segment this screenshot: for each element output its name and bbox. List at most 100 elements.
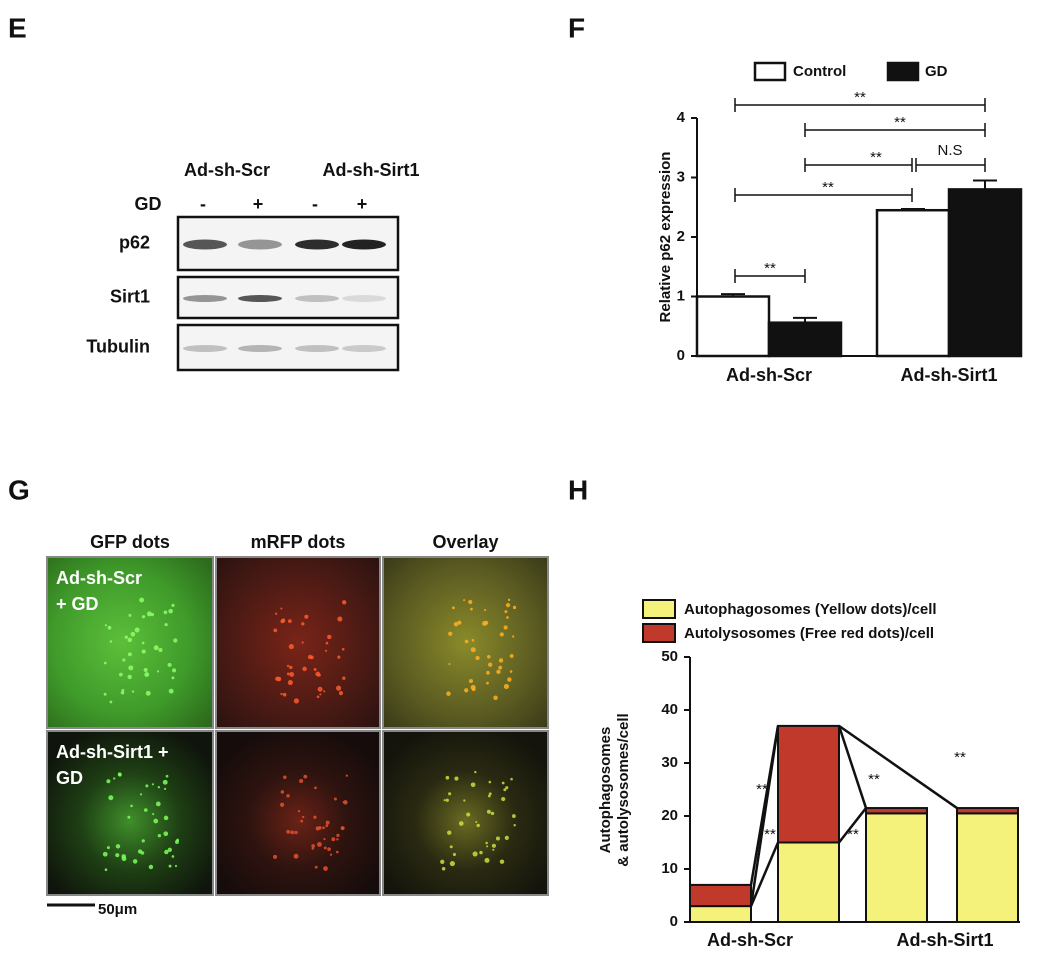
connector <box>838 724 958 810</box>
panel-label: F <box>568 12 585 43</box>
legend-swatch <box>642 599 676 619</box>
legend-swatch <box>642 623 676 643</box>
vesicle-dot <box>120 691 125 695</box>
treatment-sign: - <box>200 194 206 214</box>
vesicle-dot <box>342 676 346 680</box>
bar-segment <box>689 883 752 908</box>
blot-frame <box>176 323 400 372</box>
vesicle-dot <box>337 616 343 622</box>
vesicle-dot <box>512 635 515 638</box>
vesicle-dot <box>329 853 333 856</box>
vesicle-dot <box>470 782 476 788</box>
vesicle-dot <box>171 855 175 858</box>
vesicle-dot <box>162 779 168 785</box>
y-tick-label: 3 <box>677 168 685 185</box>
vesicle-dot <box>475 820 478 823</box>
vesicle-dot <box>512 814 516 818</box>
vesicle-dot <box>318 826 322 830</box>
vesicle-dot <box>280 692 283 696</box>
vesicle-dot <box>457 620 462 625</box>
vesicle-dot <box>486 845 489 848</box>
vesicle-dot <box>466 812 471 817</box>
vesicle-dot <box>485 841 488 845</box>
vesicle-dot <box>151 783 154 786</box>
vesicle-dot <box>153 645 159 651</box>
vesicle-dot <box>115 844 121 849</box>
bar-segment <box>777 841 840 923</box>
vesicle-dot <box>128 613 132 617</box>
x-tick-label: - <box>718 952 724 955</box>
vesicle-dot <box>341 600 347 605</box>
vesicle-dot <box>286 672 290 676</box>
vesicle-dot <box>486 681 489 685</box>
vesicle-dot <box>486 655 491 659</box>
y-tick-label: 30 <box>661 754 678 771</box>
vesicle-dot <box>509 670 513 673</box>
legend-label: Control <box>793 63 846 80</box>
bar <box>767 321 843 358</box>
vesicle-dot <box>325 649 328 652</box>
vesicle-dot <box>302 815 305 819</box>
vesicle-dot <box>127 674 132 680</box>
vesicle-dot <box>335 850 339 854</box>
group-label: Ad-sh-Scr <box>184 160 270 180</box>
vesicle-dot <box>474 770 477 774</box>
vesicle-dot <box>510 777 513 781</box>
vesicle-dot <box>323 846 327 850</box>
vesicle-dot <box>487 662 493 667</box>
bar <box>875 208 951 358</box>
vesicle-dot <box>113 777 116 780</box>
vesicle-dot <box>475 655 480 661</box>
vesicle-dot <box>453 621 459 627</box>
vesicle-dot <box>513 824 516 827</box>
vesicle-dot <box>273 854 278 859</box>
vesicle-dot <box>301 622 305 626</box>
vesicle-dot <box>327 847 331 852</box>
vesicle-dot <box>463 599 466 602</box>
vesicle-dot <box>164 622 168 627</box>
vesicle-dot <box>492 848 495 851</box>
vesicle-dot <box>440 859 445 864</box>
vesicle-dot <box>171 676 175 680</box>
vesicle-dot <box>137 849 143 854</box>
vesicle-dot <box>121 856 127 862</box>
vesicle-dot <box>121 688 125 692</box>
vesicle-dot <box>273 628 278 633</box>
y-tick-label: 0 <box>677 347 685 364</box>
vesicle-dot <box>287 619 292 624</box>
treatment-label: GD <box>135 194 162 214</box>
panel-label: H <box>568 474 588 505</box>
vesicle-dot <box>106 779 111 784</box>
vesicle-dot <box>323 866 328 871</box>
y-axis-label: Relative p62 expression <box>657 152 674 323</box>
vesicle-dot <box>139 597 145 603</box>
connector <box>749 842 780 907</box>
y-tick-label: 2 <box>677 228 685 245</box>
bar-segment <box>956 807 1019 815</box>
vesicle-dot <box>287 680 293 686</box>
vesicle-dot <box>311 847 315 850</box>
vesicle-dot <box>316 695 320 699</box>
micrograph <box>382 730 549 896</box>
blot-row-label: Sirt1 <box>110 286 150 306</box>
vesicle-dot <box>458 821 464 826</box>
vesicle-dot <box>451 606 455 610</box>
x-tick-label: - <box>894 952 900 955</box>
vesicle-dot <box>275 612 278 615</box>
vesicle-dot <box>476 823 480 828</box>
vesicle-dot <box>168 864 172 868</box>
vesicle-dot <box>276 676 282 682</box>
vesicle-dot <box>130 631 136 637</box>
treatment-sign: + <box>253 194 264 214</box>
vesicle-dot <box>313 668 317 671</box>
vesicle-dot <box>141 839 145 843</box>
vesicle-dot <box>322 826 325 830</box>
y-axis-label: Autophagosomes <box>597 727 614 854</box>
legend-swatch <box>753 61 787 82</box>
vesicle-dot <box>499 859 505 864</box>
vesicle-dot <box>141 615 146 619</box>
vesicle-dot <box>132 859 138 864</box>
vesicle-dot <box>108 795 114 801</box>
vesicle-dot <box>127 652 132 657</box>
